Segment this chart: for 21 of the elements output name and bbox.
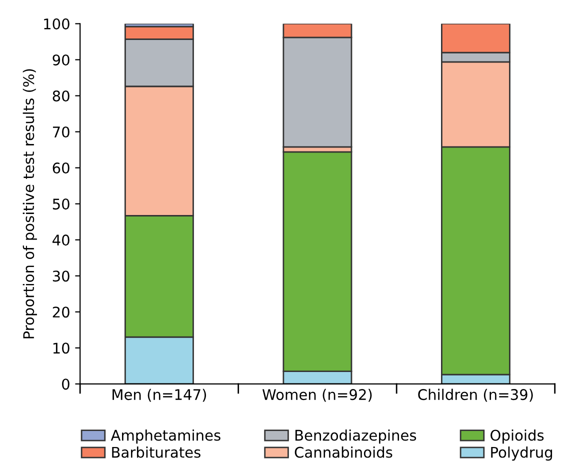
y-tick-label: 70 [52,126,70,138]
y-tick-label: 90 [52,54,70,66]
legend-label: Polydrug [491,446,552,461]
x-tick-label: Men (n=147) [112,388,206,402]
y-tick-label: 30 [52,270,70,282]
legend-label: Opioids [490,429,544,444]
x-tick-label: Women (n=92) [262,388,372,402]
legend-label: Cannabinoids [294,446,392,458]
y-tick-label: 20 [52,306,70,318]
y-axis-title: Proportion of positive test results (%) [22,69,37,338]
y-tick-label: 40 [52,234,70,246]
legend-label: Barbiturates [112,446,200,458]
y-tick-label: 10 [53,342,70,354]
x-tick-label: Children (n=39) [418,388,533,402]
y-tick-label: 60 [52,162,70,174]
legend-label: Amphetamines [110,429,220,444]
y-tick-label: 80 [52,90,70,102]
legend-label: Benzodiazepines [295,429,416,444]
y-tick-label: 50 [52,198,70,210]
y-tick-label: 0 [62,378,70,390]
y-tick-label: 100 [44,18,70,30]
